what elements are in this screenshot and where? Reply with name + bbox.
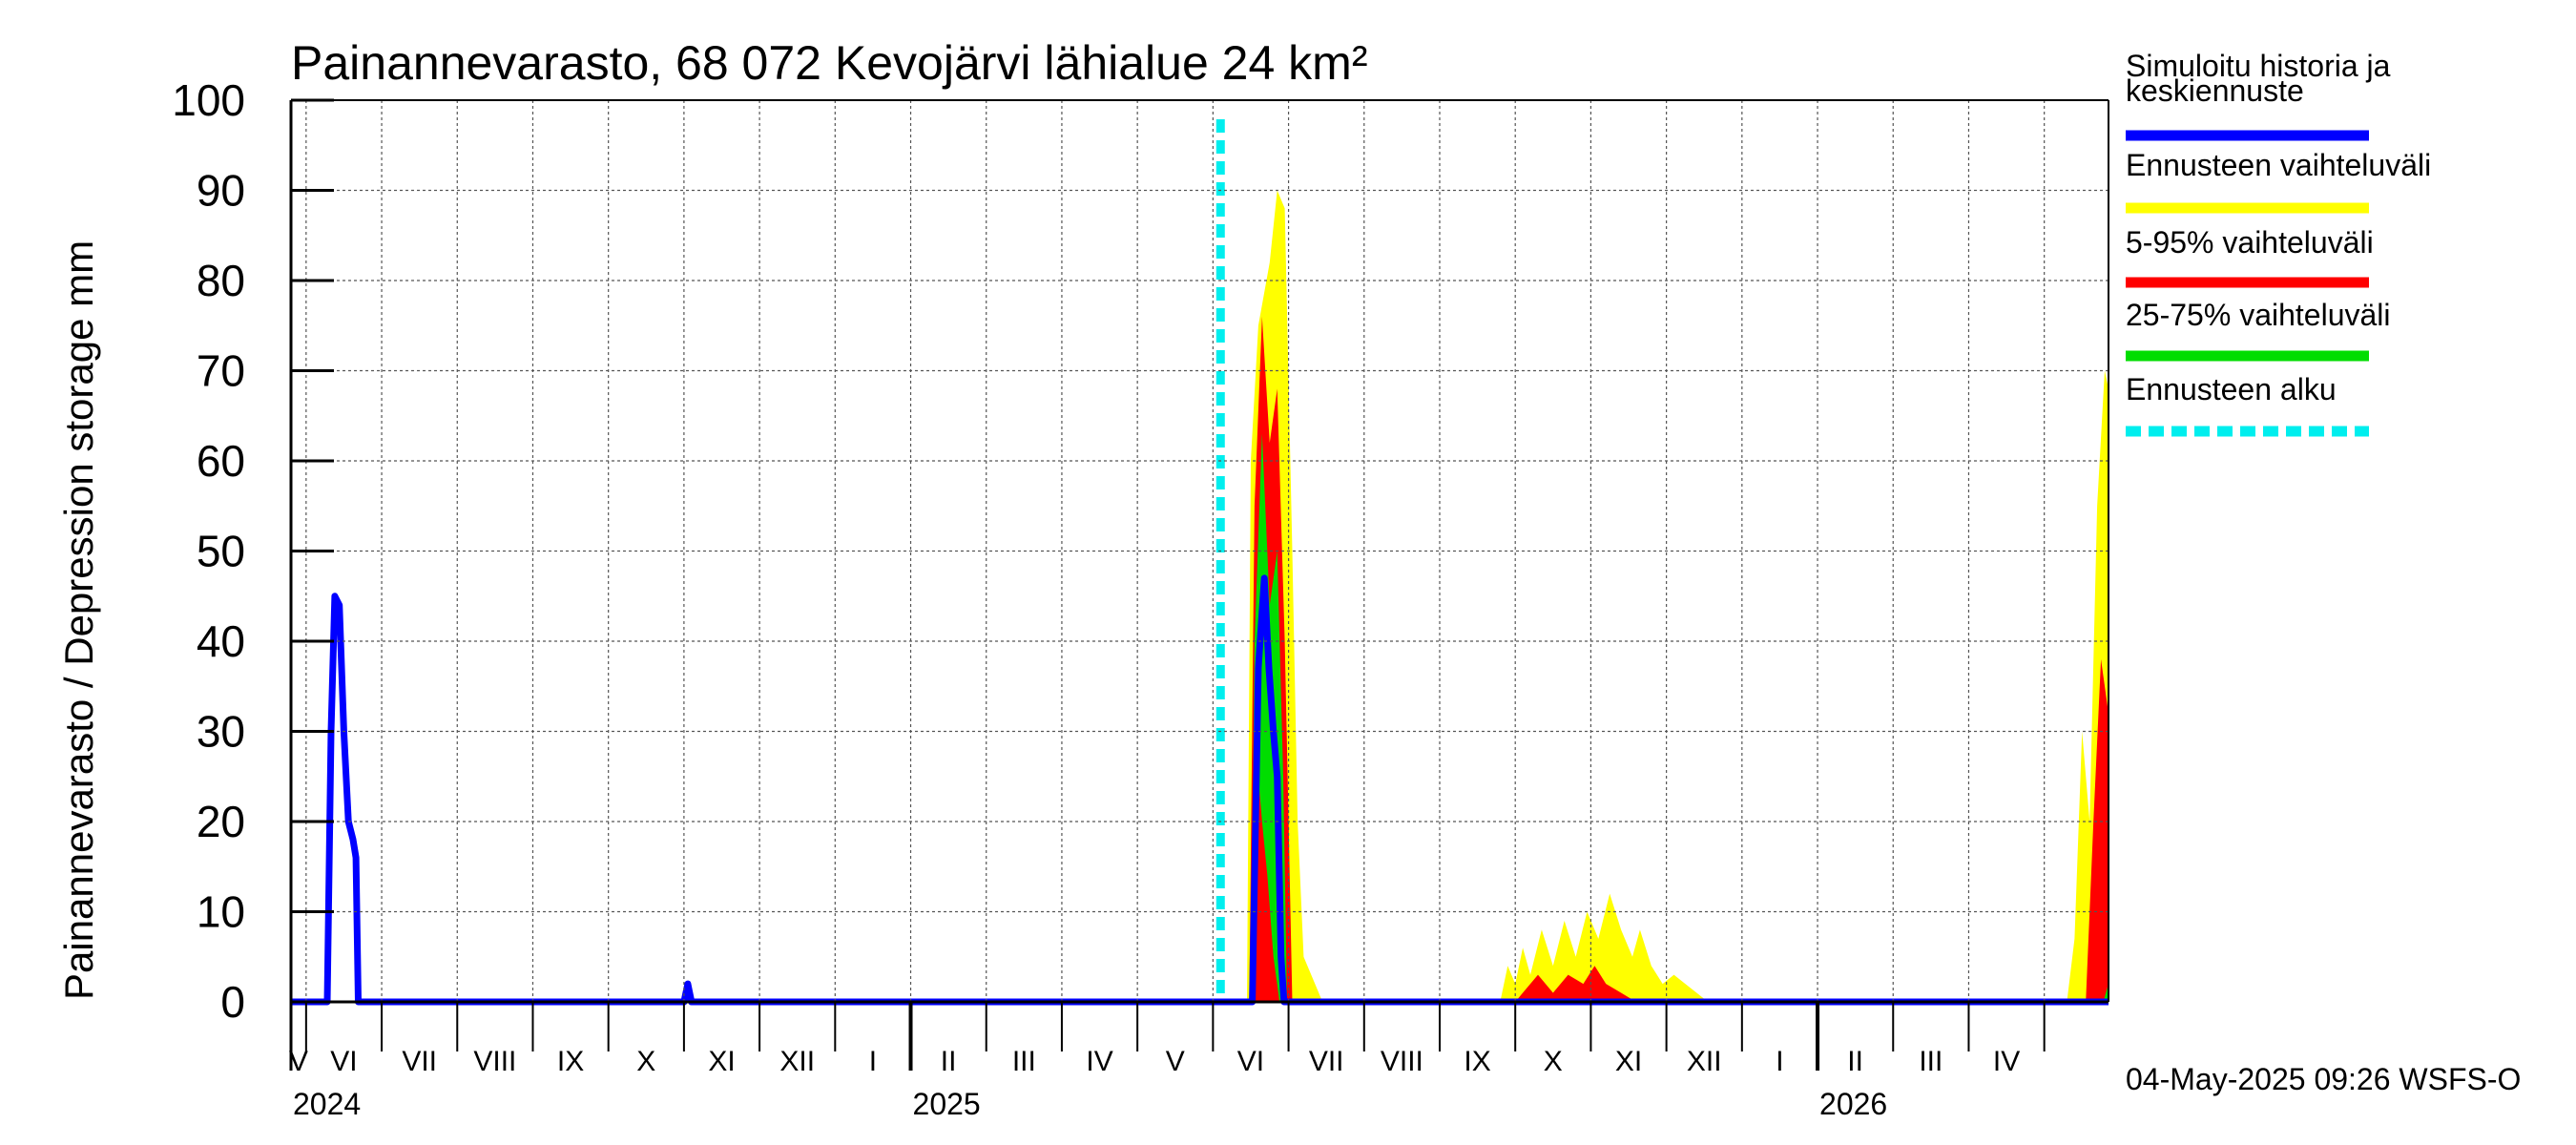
y-tick-label: 30 xyxy=(197,707,245,757)
y-tick-label: 60 xyxy=(197,436,245,486)
x-month-label: VII xyxy=(1309,1046,1344,1077)
series-5-95-vaihteluv-li-area xyxy=(1249,316,2109,1002)
x-month-label: III xyxy=(1012,1046,1036,1077)
x-month-label: XII xyxy=(779,1046,815,1077)
x-month-label: IV xyxy=(1086,1046,1112,1077)
x-year-label: 2024 xyxy=(293,1087,361,1121)
x-month-label: VI xyxy=(330,1046,357,1077)
legend-item: 25-75% vaihteluväli xyxy=(2126,298,2391,362)
x-month-label: III xyxy=(1919,1046,1942,1077)
series-layer xyxy=(291,119,2109,1006)
x-year-label: 2025 xyxy=(913,1087,981,1121)
y-tick-label: 100 xyxy=(172,75,245,125)
x-month-label: II xyxy=(1847,1046,1863,1077)
series-25-75-vaihteluv-li-area xyxy=(1251,433,2109,1003)
timestamp-footer: 04-May-2025 09:26 WSFS-O xyxy=(2126,1062,2521,1096)
legend-label: 25-75% vaihteluväli xyxy=(2126,298,2391,332)
x-month-label: I xyxy=(1776,1046,1783,1077)
y-tick-label: 0 xyxy=(220,977,245,1027)
y-axis-label: Painannevarasto / Depression storage mm xyxy=(56,240,101,1000)
x-year-label: 2026 xyxy=(1819,1087,1887,1121)
x-month-label: XII xyxy=(1687,1046,1722,1077)
legend-label: keskiennuste xyxy=(2126,73,2304,108)
y-tick-label: 70 xyxy=(197,346,245,396)
y-tick-label: 10 xyxy=(197,887,245,937)
series-simulated-history-line xyxy=(291,574,2109,1006)
x-month-label: V xyxy=(289,1046,308,1077)
x-month-label: I xyxy=(869,1046,877,1077)
x-month-label: V xyxy=(1166,1046,1185,1077)
legend-item: Ennusteen vaihteluväli xyxy=(2126,148,2431,214)
x-month-label: X xyxy=(1544,1046,1563,1077)
x-month-label: VI xyxy=(1237,1046,1264,1077)
y-tick-label: 20 xyxy=(197,797,245,846)
grid-layer xyxy=(291,100,2109,1002)
y-tick-label: 50 xyxy=(197,527,245,576)
x-month-label: IV xyxy=(1993,1046,2020,1077)
y-tick-label: 80 xyxy=(197,256,245,305)
legend-item: 5-95% vaihteluväli xyxy=(2126,225,2374,288)
legend-label: Ennusteen alku xyxy=(2126,372,2337,406)
x-month-label: X xyxy=(636,1046,655,1077)
legend-label: Simuloitu historia ja xyxy=(2126,49,2391,83)
series-ennusteen-vaihteluv-li-area xyxy=(1247,190,2109,1002)
y-tick-label: 40 xyxy=(197,616,245,666)
x-month-label: IX xyxy=(1464,1046,1490,1077)
legend-item: Ennusteen alku xyxy=(2126,372,2369,437)
x-month-label: VIII xyxy=(1381,1046,1423,1077)
x-month-label: VIII xyxy=(473,1046,516,1077)
chart-title: Painannevarasto, 68 072 Kevojärvi lähial… xyxy=(291,36,1367,90)
legend-label: 5-95% vaihteluväli xyxy=(2126,225,2374,260)
y-tick-label: 90 xyxy=(197,166,245,216)
x-month-label: VII xyxy=(402,1046,437,1077)
x-month-label: XI xyxy=(708,1046,735,1077)
legend-label: Ennusteen vaihteluväli xyxy=(2126,148,2431,182)
x-month-label: IX xyxy=(557,1046,584,1077)
x-month-label: II xyxy=(941,1046,957,1077)
x-month-label: XI xyxy=(1615,1046,1642,1077)
